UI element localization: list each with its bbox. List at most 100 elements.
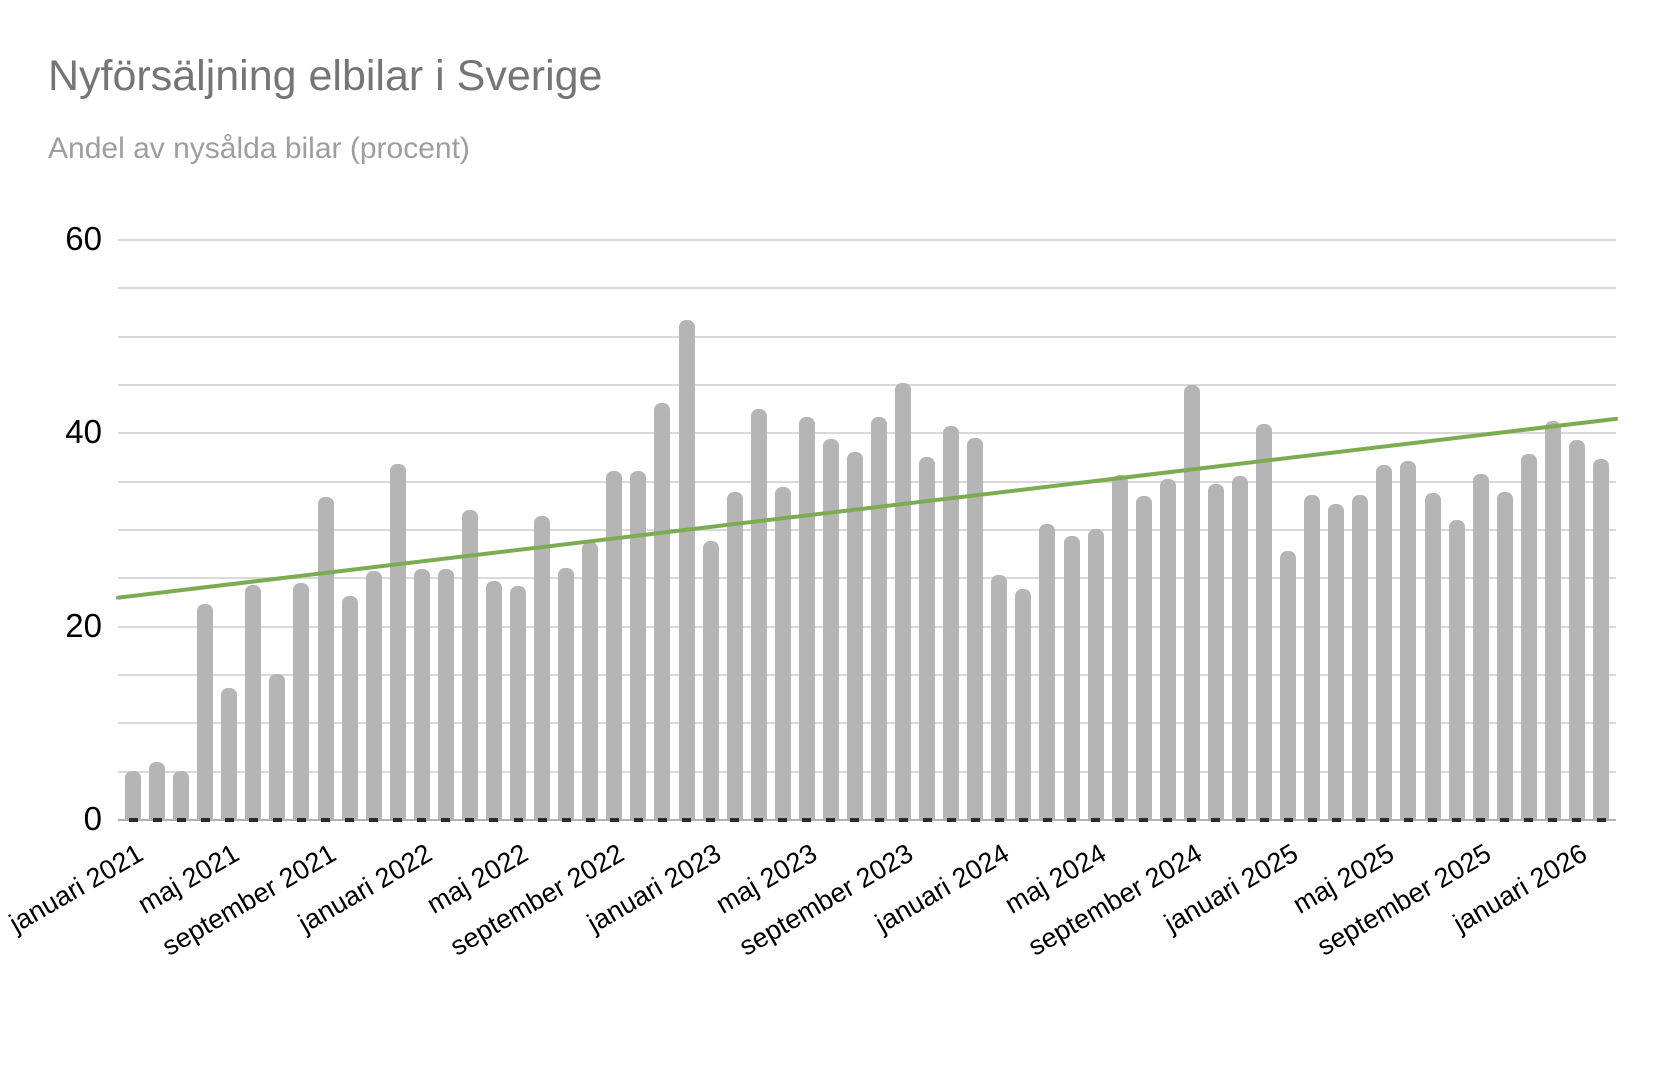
bar-maj-2024[interactable] xyxy=(1087,529,1104,820)
bar-juli-2025[interactable] xyxy=(1424,493,1441,820)
bar-februari-2025[interactable] xyxy=(1304,495,1321,820)
x-axis-tick xyxy=(176,818,186,822)
bar-april-2021[interactable] xyxy=(197,604,214,820)
bar-mars-2025[interactable] xyxy=(1328,503,1345,820)
x-axis-tick xyxy=(730,818,740,822)
bar-oktober-2025[interactable] xyxy=(1496,492,1513,820)
x-axis-tick xyxy=(152,818,162,822)
trendline xyxy=(116,416,1618,600)
bar-mars-2021[interactable] xyxy=(173,770,190,820)
bar-maj-2021[interactable] xyxy=(221,687,238,820)
gridline-25 xyxy=(118,577,1616,580)
chart-subtitle: Andel av nysålda bilar (procent) xyxy=(48,132,470,165)
bar-oktober-2021[interactable] xyxy=(341,595,358,820)
x-axis-tick xyxy=(393,818,403,822)
plot-area xyxy=(116,239,1618,822)
bar-november-2021[interactable] xyxy=(365,570,382,820)
gridline-10 xyxy=(118,722,1616,725)
x-axis-tick xyxy=(537,818,547,822)
bar-augusti-2024[interactable] xyxy=(1159,478,1176,820)
bar-november-2023[interactable] xyxy=(943,425,960,820)
bar-juni-2022[interactable] xyxy=(534,516,551,820)
bar-juni-2024[interactable] xyxy=(1111,474,1128,820)
bar-mars-2024[interactable] xyxy=(1039,524,1056,820)
bar-december-2024[interactable] xyxy=(1256,423,1273,820)
bar-januari-2021[interactable] xyxy=(125,770,141,820)
bar-januari-2025[interactable] xyxy=(1280,551,1297,820)
bar-juni-2025[interactable] xyxy=(1400,461,1417,820)
bar-januari-2026[interactable] xyxy=(1568,440,1585,820)
bar-september-2022[interactable] xyxy=(606,471,623,820)
bar-september-2025[interactable] xyxy=(1472,473,1489,820)
bar-februari-2026[interactable] xyxy=(1593,459,1609,820)
x-axis-tick xyxy=(706,818,716,822)
bar-september-2023[interactable] xyxy=(895,383,912,820)
bar-augusti-2022[interactable] xyxy=(582,541,599,820)
bar-augusti-2023[interactable] xyxy=(871,416,888,820)
bar-maj-2022[interactable] xyxy=(510,586,527,820)
bar-februari-2024[interactable] xyxy=(1015,588,1032,820)
x-axis-tick xyxy=(513,818,523,822)
bar-april-2022[interactable] xyxy=(485,581,502,820)
gridline-55 xyxy=(118,287,1616,290)
x-axis-tick xyxy=(1042,818,1052,822)
x-axis-line xyxy=(118,819,1616,821)
bar-juni-2021[interactable] xyxy=(245,585,262,820)
gridline-40 xyxy=(118,432,1616,435)
x-axis-tick xyxy=(272,818,282,822)
bar-oktober-2024[interactable] xyxy=(1207,483,1224,820)
bar-december-2021[interactable] xyxy=(389,464,406,820)
bar-januari-2022[interactable] xyxy=(413,568,430,820)
bar-juni-2023[interactable] xyxy=(822,439,839,820)
gridline-45 xyxy=(118,384,1616,386)
bar-maj-2025[interactable] xyxy=(1376,465,1393,820)
bar-augusti-2025[interactable] xyxy=(1448,520,1465,820)
bar-februari-2022[interactable] xyxy=(437,568,454,820)
x-axis-tick xyxy=(1139,818,1149,822)
x-axis-tick xyxy=(1018,818,1028,822)
x-axis-tick xyxy=(1572,818,1582,822)
bar-november-2022[interactable] xyxy=(654,403,671,820)
bar-juli-2022[interactable] xyxy=(558,567,575,820)
x-axis-tick xyxy=(802,818,812,822)
bar-juli-2023[interactable] xyxy=(846,451,863,820)
x-axis-tick xyxy=(417,818,427,822)
x-axis-tick xyxy=(200,818,210,822)
bar-april-2025[interactable] xyxy=(1352,495,1369,820)
bar-april-2023[interactable] xyxy=(774,487,791,820)
bar-februari-2021[interactable] xyxy=(149,762,166,820)
x-axis-tick xyxy=(1235,818,1245,822)
bar-december-2023[interactable] xyxy=(967,438,984,820)
x-axis-tick xyxy=(946,818,956,822)
bar-mars-2023[interactable] xyxy=(750,409,767,820)
x-axis-tick xyxy=(561,818,571,822)
gridline-20 xyxy=(118,625,1616,628)
x-axis-tick xyxy=(1476,818,1486,822)
bar-november-2025[interactable] xyxy=(1520,453,1537,820)
x-axis-tick xyxy=(1091,818,1101,822)
bar-oktober-2023[interactable] xyxy=(919,456,936,820)
x-axis-tick xyxy=(657,818,667,822)
gridline-50 xyxy=(118,335,1616,338)
bar-november-2024[interactable] xyxy=(1232,475,1249,820)
bar-december-2025[interactable] xyxy=(1544,420,1561,820)
x-axis-tick xyxy=(682,818,691,822)
bar-augusti-2021[interactable] xyxy=(293,583,310,820)
bar-juli-2024[interactable] xyxy=(1135,496,1152,820)
y-axis-label-20: 20 xyxy=(65,606,102,644)
bar-september-2021[interactable] xyxy=(317,497,334,820)
bar-april-2024[interactable] xyxy=(1063,535,1080,820)
x-axis-tick xyxy=(1428,818,1438,822)
x-axis-tick xyxy=(1452,818,1462,822)
x-axis-tick xyxy=(1548,818,1558,822)
x-axis-tick xyxy=(321,818,331,822)
bar-oktober-2022[interactable] xyxy=(630,471,647,820)
bar-mars-2022[interactable] xyxy=(461,509,478,820)
bar-februari-2023[interactable] xyxy=(726,492,743,820)
bar-september-2024[interactable] xyxy=(1183,385,1200,820)
bar-juli-2021[interactable] xyxy=(269,674,286,820)
bar-januari-2024[interactable] xyxy=(991,575,1008,820)
bar-januari-2023[interactable] xyxy=(702,540,719,820)
x-axis-tick xyxy=(1500,818,1510,822)
bar-december-2022[interactable] xyxy=(678,320,695,820)
